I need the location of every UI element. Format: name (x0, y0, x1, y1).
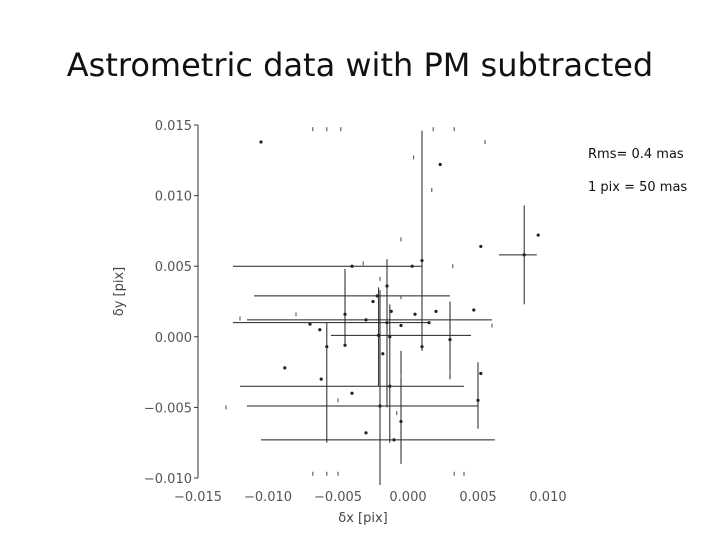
data-point (381, 352, 385, 356)
data-point (388, 335, 392, 339)
data-point (378, 404, 382, 408)
data-point (410, 264, 414, 268)
x-tick-label: −0.005 (314, 490, 362, 505)
data-point (536, 233, 540, 237)
y-tick-label: −0.005 (144, 401, 192, 416)
data-point (343, 312, 347, 316)
y-tick-label: 0.010 (155, 190, 192, 205)
data-point (388, 384, 392, 388)
x-axis-label: δx [pix] (338, 511, 387, 526)
data-point (283, 366, 287, 370)
data-point (319, 377, 323, 381)
rms-annotation: Rms= 0.4 mas (588, 147, 684, 162)
data-point (371, 299, 375, 304)
data-point (364, 318, 368, 322)
data-point (350, 264, 354, 268)
x-tick-label: 0.010 (529, 490, 566, 505)
data-point (522, 253, 526, 257)
data-point (420, 258, 424, 263)
y-tick-label: −0.010 (144, 472, 192, 487)
data-point (389, 309, 393, 313)
data-point (472, 308, 476, 312)
data-point (413, 312, 417, 316)
data-points (259, 140, 540, 442)
data-point (308, 322, 312, 326)
x-tick-label: 0.000 (389, 490, 426, 505)
data-point (438, 162, 442, 167)
data-point (325, 345, 329, 349)
data-point (434, 309, 438, 313)
x-tick-label: −0.010 (244, 490, 292, 505)
data-point (377, 333, 381, 337)
data-point (448, 338, 452, 342)
data-point (399, 323, 403, 328)
pixel-scale-annotation: 1 pix = 50 mas (588, 180, 688, 195)
data-point (385, 321, 389, 325)
edge-tick-marks (225, 127, 493, 476)
data-point (343, 343, 347, 347)
data-point (479, 244, 483, 249)
data-point (427, 321, 431, 325)
y-tick-label: 0.000 (155, 331, 192, 346)
data-point (385, 284, 389, 288)
axis-labels: −0.010 −0.005 0.000 0.005 0.010 0.015 −0.015 −0… (112, 119, 567, 526)
data-point (392, 438, 396, 442)
chart-axes (194, 124, 199, 479)
y-tick-label: 0.005 (155, 260, 192, 275)
data-point (350, 391, 354, 395)
y-axis-label: δy [pix] (112, 267, 127, 316)
x-tick-label: 0.005 (459, 490, 496, 505)
data-point (318, 328, 322, 332)
x-tick-label: −0.015 (174, 490, 222, 505)
data-point (399, 419, 403, 424)
error-bars (233, 130, 537, 486)
data-point (375, 294, 379, 298)
slide-title: Astrometric data with PM subtracted (66, 46, 654, 84)
data-point (259, 140, 263, 144)
data-point (364, 431, 368, 435)
data-point (479, 371, 483, 376)
data-point (476, 398, 480, 402)
data-point (420, 345, 424, 349)
y-tick-label: 0.015 (155, 119, 192, 134)
